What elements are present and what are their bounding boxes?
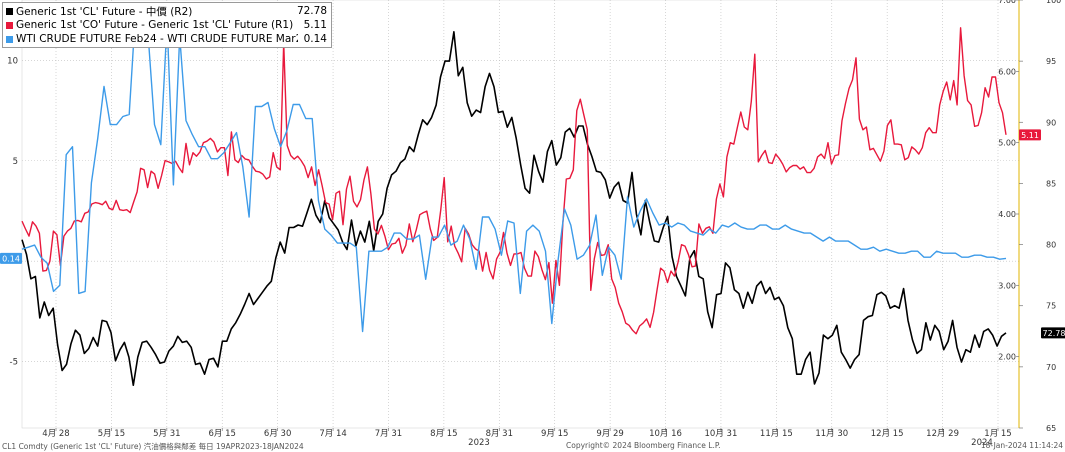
- plot-area: [21, 0, 1020, 429]
- x-tick-label: 10月 31: [705, 429, 738, 439]
- legend-swatch-co-cl-spread: [6, 21, 13, 29]
- left-axis-tick-label: -5: [10, 358, 18, 368]
- footer-source: CL1 Comdty (Generic 1st 'CL' Future) 汽油價…: [2, 442, 304, 451]
- legend: Generic 1st 'CL' Future - 中價 (R2) 72.78 …: [2, 2, 332, 48]
- x-tick-label: 4月 28: [42, 429, 69, 439]
- x-tick-label: 12月 15: [871, 429, 904, 439]
- footer-copyright: Copyright© 2024 Bloomberg Finance L.P.: [566, 441, 721, 450]
- r2-tick-label: 90: [1046, 118, 1056, 127]
- legend-value-cl-price: 72.78: [296, 5, 327, 17]
- r1-tick-label: 2.00: [998, 353, 1016, 362]
- left-axis-tick-label: 10: [7, 56, 18, 66]
- x-tick-label: 8月 31: [486, 429, 513, 439]
- x-tick-label: 8月 15: [430, 429, 457, 439]
- r2-tick-label: 70: [1046, 363, 1056, 372]
- legend-item-wti-calendar-spread: WTI CRUDE FUTURE Feb24 - WTI CRUDE FUTUR…: [6, 32, 327, 46]
- r2-tick-label: 75: [1046, 302, 1056, 311]
- x-tick-label: 9月 29: [596, 429, 623, 439]
- x-year-label: 2024: [971, 438, 993, 448]
- r1-tick-label: 3.00: [998, 281, 1016, 290]
- r1-tick-label: 6.00: [998, 67, 1016, 76]
- x-tick-label: 5月 31: [153, 429, 180, 439]
- series-line-3: [21, 11, 1007, 333]
- last-value-tag-r2: [1041, 327, 1065, 339]
- legend-label-cl-price: Generic 1st 'CL' Future - 中價 (R2): [16, 5, 193, 18]
- r2-tick-label: 85: [1046, 179, 1056, 188]
- x-tick-label: 9月 15: [541, 429, 568, 439]
- r1-tick-label: 7.00: [998, 0, 1016, 5]
- series-layer: [21, 11, 1007, 387]
- legend-item-co-cl-spread: Generic 1st 'CO' Future - Generic 1st 'C…: [6, 18, 327, 32]
- last-value-label-r2: 72.78: [1043, 329, 1065, 338]
- last-value-tag-r1: [1019, 129, 1041, 141]
- x-tick-label: 11月 30: [815, 429, 848, 439]
- x-tick-label: 11月 15: [760, 429, 793, 439]
- series-line-1: [21, 30, 1007, 387]
- x-tick-label: 1月 15: [984, 429, 1011, 439]
- legend-value-wti-calendar-spread: 0.14: [303, 33, 327, 45]
- legend-item-cl-price: Generic 1st 'CL' Future - 中價 (R2) 72.78: [6, 4, 327, 18]
- last-value-label-r1: 5.11: [1021, 131, 1039, 140]
- r2-tick-label: 95: [1046, 57, 1056, 66]
- x-tick-label: 12月 29: [926, 429, 959, 439]
- footer-timestamp: 18-Jan-2024 11:14:24: [980, 441, 1063, 450]
- x-tick-label: 6月 30: [264, 429, 291, 439]
- x-tick-label: 10月 16: [649, 429, 682, 439]
- series-line-2: [21, 27, 1007, 335]
- r2-tick-label: 80: [1046, 241, 1056, 250]
- x-tick-label: 7月 14: [319, 429, 346, 439]
- r2-tick-label: 65: [1046, 424, 1056, 433]
- last-value-tag-l1: [0, 252, 22, 264]
- legend-label-co-cl-spread: Generic 1st 'CO' Future - Generic 1st 'C…: [16, 19, 294, 31]
- x-tick-label: 7月 31: [375, 429, 402, 439]
- legend-swatch-cl-price: [6, 7, 13, 15]
- last-value-label-l1: 0.14: [2, 254, 20, 263]
- legend-label-wti-calendar-spread: WTI CRUDE FUTURE Feb24 - WTI CRUDE FUTUR…: [16, 33, 298, 45]
- x-year-label: 2023: [468, 438, 490, 448]
- axes-layer: 4月 28 5月 15 5月 31 6月 15 6月 30 7月 14 7月 31 8月 15…: [7, 0, 1061, 448]
- last-value-tags: 0.14 5.11 72.78: [0, 129, 1065, 339]
- legend-value-co-cl-spread: 5.11: [303, 19, 327, 31]
- r1-tick-label: 4.00: [998, 210, 1016, 219]
- r1-tick-label: 5.00: [998, 139, 1016, 148]
- left-axis-tick-label: 5: [13, 157, 18, 167]
- r2-tick-label: 100: [1046, 0, 1061, 5]
- legend-swatch-wti-calendar-spread: [6, 35, 13, 43]
- x-tick-label: 5月 15: [98, 429, 125, 439]
- x-tick-label: 6月 15: [209, 429, 236, 439]
